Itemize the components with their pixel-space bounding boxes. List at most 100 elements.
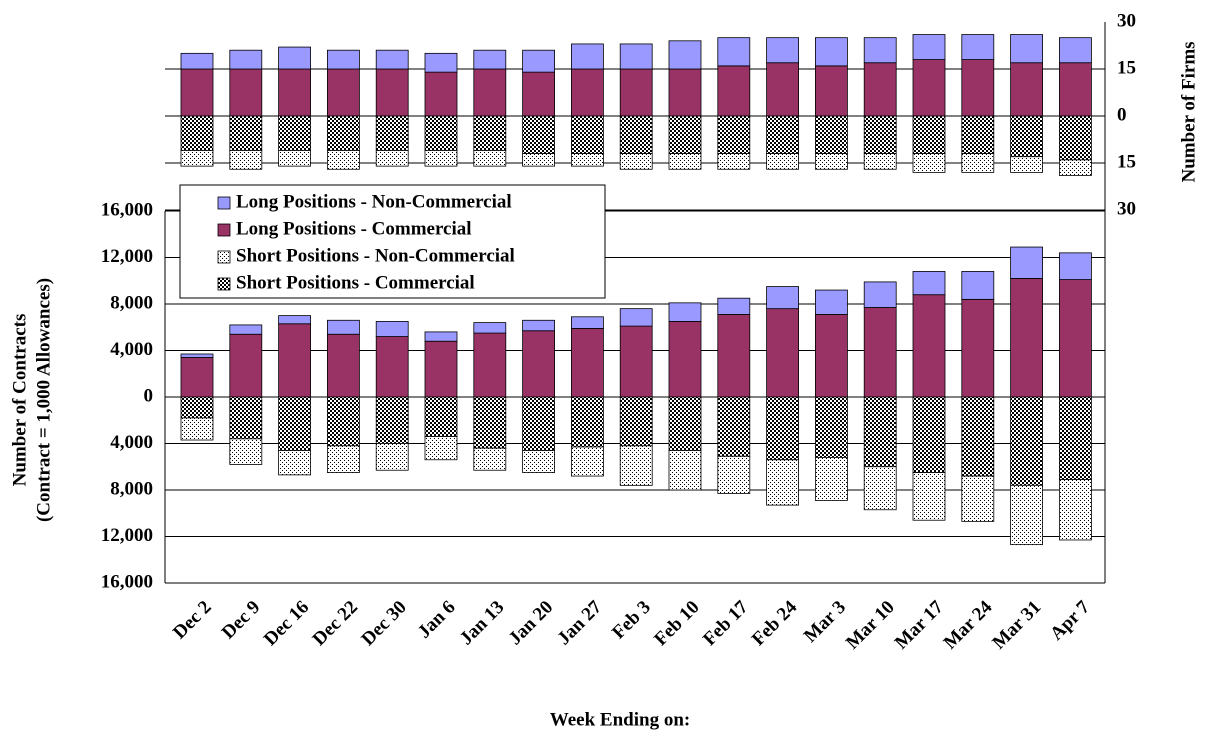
bar-segment <box>180 357 214 398</box>
y-tick-label: 8,000 <box>110 478 153 499</box>
bar-segment <box>522 319 555 332</box>
firm-bar-segment <box>229 49 263 70</box>
firm-bar-segment <box>717 115 751 154</box>
bar-segment <box>619 445 653 486</box>
firm-bar-segment <box>668 68 702 117</box>
bar-segment <box>961 396 995 477</box>
bar-segment <box>1010 278 1043 398</box>
y2-tick-label: 30 <box>1117 10 1136 31</box>
bar-segment <box>815 289 848 315</box>
legend-label: Long Positions - Non-Commercial <box>236 191 512 212</box>
firm-bar-segment <box>571 68 604 117</box>
y-tick-label: 0 <box>144 385 154 406</box>
bar-segment <box>863 466 897 511</box>
y2-tick-label: 0 <box>1117 104 1127 125</box>
x-tick-label: Mar 24 <box>940 596 997 653</box>
firm-bar-segment <box>1010 156 1043 173</box>
firm-bar-segment <box>766 115 799 154</box>
firm-bar-segment <box>375 115 409 151</box>
firm-bar-segment <box>522 153 555 167</box>
bar-segment <box>571 396 604 448</box>
firm-bar-segment <box>961 115 995 154</box>
bar-segment <box>717 396 751 457</box>
firm-bar-segment <box>1059 62 1092 117</box>
bar-segment <box>571 316 604 329</box>
firm-bar-segment <box>1010 115 1043 158</box>
firm-bar-segment <box>326 115 360 151</box>
x-tick-label: Dec 22 <box>309 597 362 650</box>
firm-bar-segment <box>473 150 507 167</box>
bar-segment <box>326 445 360 473</box>
firm-bar-segment <box>815 37 848 67</box>
bar-segment <box>375 321 409 337</box>
y-tick-label: 16,000 <box>101 199 153 220</box>
firm-bar-segment <box>571 115 604 154</box>
legend-swatch <box>217 277 231 291</box>
x-tick-label: Jan 20 <box>505 597 558 650</box>
bar-segment <box>424 331 458 342</box>
legend-label: Short Positions - Commercial <box>236 272 475 293</box>
bar-segment <box>766 286 799 310</box>
x-tick-label: Feb 3 <box>608 597 655 644</box>
firm-bar-segment <box>912 59 946 117</box>
firm-bar-segment <box>375 68 409 117</box>
bar-segment <box>424 436 458 461</box>
firm-bar-segment <box>1010 62 1043 117</box>
bar-segment <box>229 333 263 398</box>
x-tick-label: Dec 2 <box>169 597 216 644</box>
bar-segment <box>619 308 653 327</box>
bar-segment <box>619 396 653 447</box>
bar-segment <box>522 396 555 451</box>
firm-bar-segment <box>424 52 458 73</box>
firm-bar-segment <box>424 150 458 167</box>
x-tick-label: Dec 16 <box>260 597 313 650</box>
legend-label: Long Positions - Commercial <box>236 218 472 239</box>
bar-segment <box>668 450 702 491</box>
bar-segment <box>229 396 263 440</box>
x-tick-label: Jan 27 <box>553 596 606 649</box>
x-tick-label: Feb 24 <box>748 596 802 650</box>
firm-bar-segment <box>424 115 458 151</box>
firm-bar-segment <box>278 46 312 70</box>
firm-bar-segment <box>815 65 848 117</box>
firm-bar-segment <box>961 34 995 60</box>
legend-swatch <box>217 196 231 210</box>
firm-bar-segment <box>571 153 604 167</box>
firm-bar-segment <box>326 49 360 70</box>
y-axis-label: (Contract = 1,000 Allowances) <box>33 278 54 522</box>
legend-box <box>179 184 606 299</box>
firm-bar-segment <box>912 153 946 173</box>
x-tick-label: Mar 31 <box>988 597 1045 654</box>
y2-axis-label: Number of Firms <box>1178 41 1199 182</box>
bar-segment <box>912 396 946 473</box>
firm-bar-segment <box>326 68 360 117</box>
firm-bar-segment <box>815 115 848 154</box>
bar-segment <box>1010 246 1043 279</box>
firm-bar-segment <box>961 59 995 117</box>
firm-bar-segment <box>668 153 702 170</box>
firm-bar-segment <box>229 150 263 170</box>
bar-segment <box>766 396 799 461</box>
bar-segment <box>815 457 848 501</box>
firm-bar-segment <box>278 150 312 167</box>
x-tick-label: Mar 10 <box>842 597 899 654</box>
firm-bar-segment <box>522 115 555 154</box>
x-tick-label: Feb 17 <box>699 596 753 650</box>
firm-bar-segment <box>863 153 897 170</box>
bar-segment <box>278 323 312 398</box>
bar-segment <box>717 455 751 494</box>
firm-bar-segment <box>815 153 848 170</box>
bar-segment <box>571 328 604 398</box>
y2-tick-label: 30 <box>1117 198 1136 219</box>
x-tick-label: Dec 9 <box>218 597 265 644</box>
legend-swatch <box>217 223 231 237</box>
firm-bar-segment <box>424 71 458 117</box>
bar-segment <box>375 336 409 398</box>
firm-bar-segment <box>863 115 897 154</box>
bar-segment <box>180 353 214 358</box>
bar-segment <box>375 396 409 444</box>
firm-bar-segment <box>717 153 751 170</box>
bar-segment <box>473 322 507 334</box>
firm-bar-segment <box>180 52 214 70</box>
